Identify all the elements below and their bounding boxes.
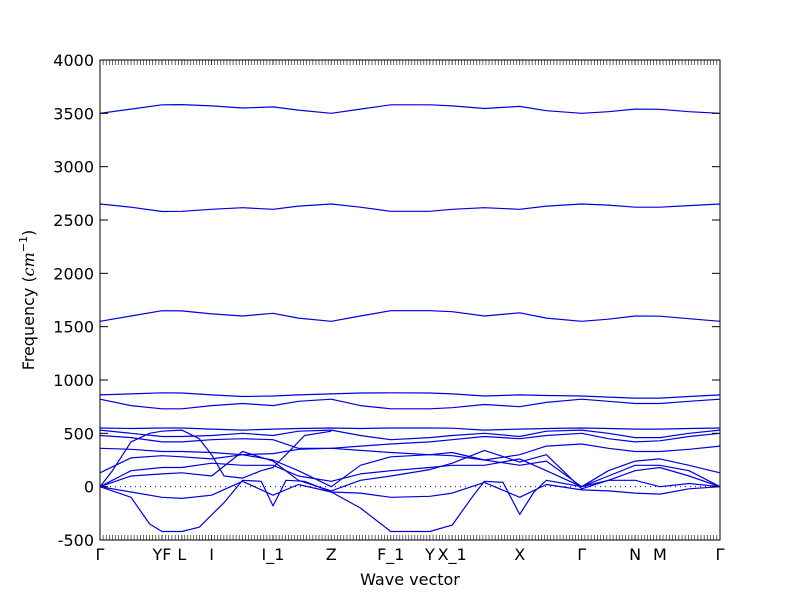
- band-line-15: [99, 479, 721, 533]
- band-line-7: [99, 429, 721, 441]
- x-tick-label: YF: [152, 545, 172, 564]
- y-tick-label: 3500: [53, 104, 94, 123]
- band-line-14: [99, 480, 721, 499]
- y-tick-label: 2500: [53, 211, 94, 230]
- band-line-1: [99, 103, 721, 114]
- y-tick-label: 500: [63, 424, 94, 443]
- x-tick-label: Z: [326, 545, 337, 564]
- y-tick-label: -500: [58, 531, 94, 550]
- band-line-5: [99, 398, 721, 410]
- x-tick-label: Γ: [577, 545, 586, 564]
- x-tick-label: I: [209, 545, 214, 564]
- band-line-9: [99, 443, 721, 461]
- plot-frame: [99, 59, 721, 541]
- x-tick-label: I_1: [262, 545, 285, 565]
- phonon-bands: [99, 103, 721, 533]
- y-tick-label: 1000: [53, 371, 94, 390]
- y-tick-label: 3000: [53, 158, 94, 177]
- x-tick-label: M: [653, 545, 667, 564]
- band-line-12: [99, 429, 332, 488]
- x-tick-label: Γ: [716, 545, 725, 564]
- x-tick-label: Y: [424, 545, 435, 564]
- y-axis-label: Frequency (cm−1): [17, 230, 38, 371]
- band-line-3: [99, 310, 721, 322]
- x-tick-label: F_1: [377, 545, 404, 565]
- band-line-10: [99, 454, 721, 488]
- x-axis: Γ YF L I I_1 Z F_1 Y X_1 X Γ N M Γ: [96, 545, 725, 565]
- band-line-11: [99, 458, 721, 488]
- plot-background: [100, 60, 720, 540]
- x-minor-ticks: [99, 60, 721, 540]
- x-tick-label: N: [629, 545, 641, 564]
- band-line-4: [99, 392, 721, 399]
- x-tick-label: X: [514, 545, 525, 564]
- x-tick-label: X_1: [438, 545, 467, 565]
- y-tick-label: 2000: [53, 264, 94, 283]
- band-line-2: [99, 203, 721, 213]
- y-tick-label: 4000: [53, 51, 94, 70]
- y-axis: -500 0 500 1000 1500 2000 2500 3000 3500 4000: [53, 51, 720, 550]
- y-tick-label: 1500: [53, 318, 94, 337]
- band-line-8: [99, 432, 721, 449]
- x-tick-label: Γ: [96, 545, 105, 564]
- x-tick-label: L: [177, 545, 186, 564]
- x-axis-label: Wave vector: [360, 570, 460, 589]
- band-line-13: [99, 449, 721, 492]
- band-line-6: [99, 427, 721, 431]
- y-tick-label: 0: [84, 478, 94, 497]
